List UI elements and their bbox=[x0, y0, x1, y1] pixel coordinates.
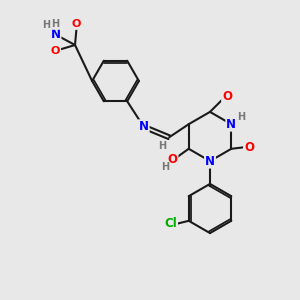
Text: H: H bbox=[51, 19, 60, 29]
Text: H: H bbox=[160, 162, 169, 172]
Text: N: N bbox=[139, 120, 149, 133]
Text: Cl: Cl bbox=[164, 217, 177, 230]
Text: H: H bbox=[42, 20, 51, 31]
Text: N: N bbox=[205, 154, 215, 168]
Text: H: H bbox=[237, 112, 245, 122]
Text: O: O bbox=[244, 141, 254, 154]
Text: H: H bbox=[158, 141, 167, 151]
Text: O: O bbox=[72, 19, 81, 29]
Text: O: O bbox=[222, 90, 232, 103]
Text: O: O bbox=[167, 153, 178, 166]
Text: O: O bbox=[51, 46, 60, 56]
Text: N: N bbox=[226, 118, 236, 131]
Text: N: N bbox=[50, 28, 61, 41]
